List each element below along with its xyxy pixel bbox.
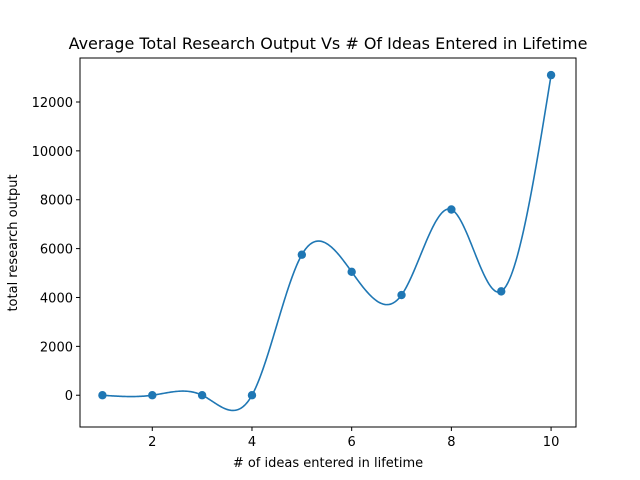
y-tick-label: 12000 bbox=[32, 96, 73, 111]
y-tick-label: 6000 bbox=[40, 243, 73, 258]
y-axis: 0 2000 4000 6000 8000 10000 12000 bbox=[32, 96, 80, 404]
data-point bbox=[397, 290, 406, 300]
data-point bbox=[497, 287, 506, 296]
x-tick-label: 10 bbox=[543, 435, 560, 450]
plot-frame bbox=[79, 57, 577, 428]
data-point bbox=[247, 391, 257, 400]
data-point bbox=[546, 70, 556, 80]
y-tick-label: 2000 bbox=[40, 340, 73, 355]
x-tick-label: 8 bbox=[447, 435, 455, 450]
chart-title: Average Total Research Output Vs # Of Id… bbox=[69, 34, 588, 53]
x-axis-label: # of ideas entered in lifetime bbox=[233, 456, 423, 471]
series-curve bbox=[102, 74, 552, 412]
x-tick-label: 6 bbox=[348, 435, 356, 450]
data-point bbox=[297, 250, 307, 259]
data-point bbox=[98, 391, 107, 400]
y-tick-label: 8000 bbox=[40, 194, 73, 209]
data-point bbox=[148, 391, 157, 400]
series-points bbox=[98, 70, 556, 400]
data-point bbox=[197, 391, 207, 400]
x-tick-label: 4 bbox=[248, 435, 256, 450]
data-point bbox=[447, 205, 456, 214]
y-tick-label: 10000 bbox=[32, 145, 73, 160]
y-tick-label: 0 bbox=[65, 389, 73, 404]
x-axis: 2 4 6 8 10 bbox=[148, 427, 559, 450]
data-point bbox=[347, 267, 356, 277]
x-tick-label: 2 bbox=[148, 435, 156, 450]
y-axis-label: total research output bbox=[6, 174, 21, 311]
y-tick-label: 4000 bbox=[40, 291, 73, 306]
